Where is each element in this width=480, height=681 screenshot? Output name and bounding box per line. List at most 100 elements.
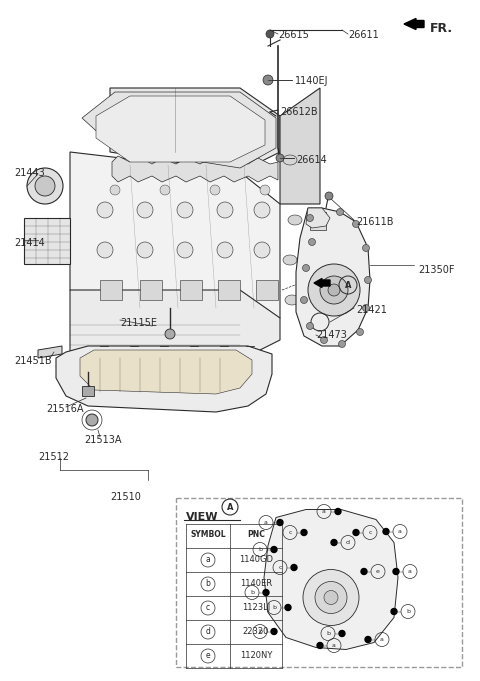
Circle shape <box>315 582 347 614</box>
Circle shape <box>35 176 55 196</box>
Polygon shape <box>82 92 276 168</box>
Text: PNC: PNC <box>247 530 265 539</box>
Circle shape <box>271 629 277 635</box>
Polygon shape <box>70 152 280 318</box>
Circle shape <box>307 215 313 221</box>
Circle shape <box>362 304 370 311</box>
Circle shape <box>165 329 175 339</box>
Ellipse shape <box>288 215 302 225</box>
Text: a: a <box>205 556 210 565</box>
Text: c: c <box>206 603 210 612</box>
Text: 1140EJ: 1140EJ <box>295 76 328 86</box>
Text: VIEW: VIEW <box>186 512 218 522</box>
Circle shape <box>383 528 389 535</box>
Polygon shape <box>80 350 252 394</box>
Circle shape <box>86 414 98 426</box>
Circle shape <box>285 605 291 610</box>
Text: a: a <box>380 637 384 642</box>
Circle shape <box>302 264 310 272</box>
Text: b: b <box>272 605 276 610</box>
Polygon shape <box>100 280 122 300</box>
Circle shape <box>339 631 345 637</box>
Circle shape <box>308 264 360 316</box>
Polygon shape <box>56 346 272 412</box>
Circle shape <box>300 296 308 304</box>
Circle shape <box>177 242 193 258</box>
Text: b: b <box>205 580 210 588</box>
Polygon shape <box>96 96 265 162</box>
Circle shape <box>276 154 284 162</box>
Circle shape <box>160 185 170 195</box>
Text: SYMBOL: SYMBOL <box>190 530 226 539</box>
Circle shape <box>177 202 193 218</box>
Text: e: e <box>206 652 210 661</box>
Circle shape <box>309 238 315 245</box>
Circle shape <box>317 642 323 648</box>
Circle shape <box>217 202 233 218</box>
Circle shape <box>325 192 333 200</box>
Polygon shape <box>180 280 202 300</box>
Circle shape <box>357 328 363 336</box>
Text: c: c <box>278 565 282 570</box>
Text: b: b <box>258 547 262 552</box>
Text: 21516A: 21516A <box>46 404 84 414</box>
Circle shape <box>260 185 270 195</box>
Circle shape <box>291 565 297 571</box>
Circle shape <box>391 609 397 614</box>
Polygon shape <box>70 290 280 360</box>
Ellipse shape <box>285 295 299 305</box>
Circle shape <box>97 242 113 258</box>
Text: a: a <box>264 520 268 525</box>
Circle shape <box>266 30 274 38</box>
Polygon shape <box>112 156 278 182</box>
Text: FR.: FR. <box>430 22 453 35</box>
Polygon shape <box>140 280 162 300</box>
Circle shape <box>336 208 344 215</box>
Circle shape <box>393 569 399 575</box>
Text: a: a <box>332 643 336 648</box>
Text: 21115E: 21115E <box>120 318 157 328</box>
Circle shape <box>365 637 371 642</box>
Text: 21510: 21510 <box>110 492 141 502</box>
Circle shape <box>254 242 270 258</box>
FancyArrow shape <box>404 18 424 29</box>
Circle shape <box>210 185 220 195</box>
Text: 21513A: 21513A <box>84 435 121 445</box>
Polygon shape <box>110 88 280 172</box>
Text: 1140GD: 1140GD <box>239 556 273 565</box>
Text: 26614: 26614 <box>296 155 327 165</box>
Text: a: a <box>398 529 402 534</box>
Text: A: A <box>227 503 233 511</box>
Circle shape <box>110 185 120 195</box>
Text: a: a <box>322 509 326 514</box>
Text: c: c <box>288 530 292 535</box>
Text: b: b <box>326 631 330 636</box>
Polygon shape <box>280 88 320 204</box>
Text: c: c <box>368 530 372 535</box>
Text: 21473: 21473 <box>316 330 347 340</box>
Text: a: a <box>408 569 412 574</box>
Circle shape <box>217 242 233 258</box>
Text: 21414: 21414 <box>14 238 45 248</box>
Circle shape <box>254 202 270 218</box>
Circle shape <box>263 590 269 595</box>
Text: d: d <box>205 627 210 637</box>
Text: b: b <box>406 609 410 614</box>
Text: 22320: 22320 <box>243 627 269 637</box>
Text: 21451B: 21451B <box>14 356 52 366</box>
Circle shape <box>331 539 337 545</box>
Text: 21350F: 21350F <box>418 265 455 275</box>
Text: 21421: 21421 <box>356 305 387 315</box>
Polygon shape <box>310 212 326 230</box>
Circle shape <box>303 569 359 626</box>
Circle shape <box>137 202 153 218</box>
Polygon shape <box>38 346 62 358</box>
Circle shape <box>321 336 327 343</box>
Circle shape <box>353 530 359 535</box>
Text: 26611: 26611 <box>348 30 379 40</box>
Text: 26615: 26615 <box>278 30 309 40</box>
Text: 1120NY: 1120NY <box>240 652 272 661</box>
Polygon shape <box>306 208 330 228</box>
Circle shape <box>364 276 372 283</box>
Circle shape <box>27 168 63 204</box>
